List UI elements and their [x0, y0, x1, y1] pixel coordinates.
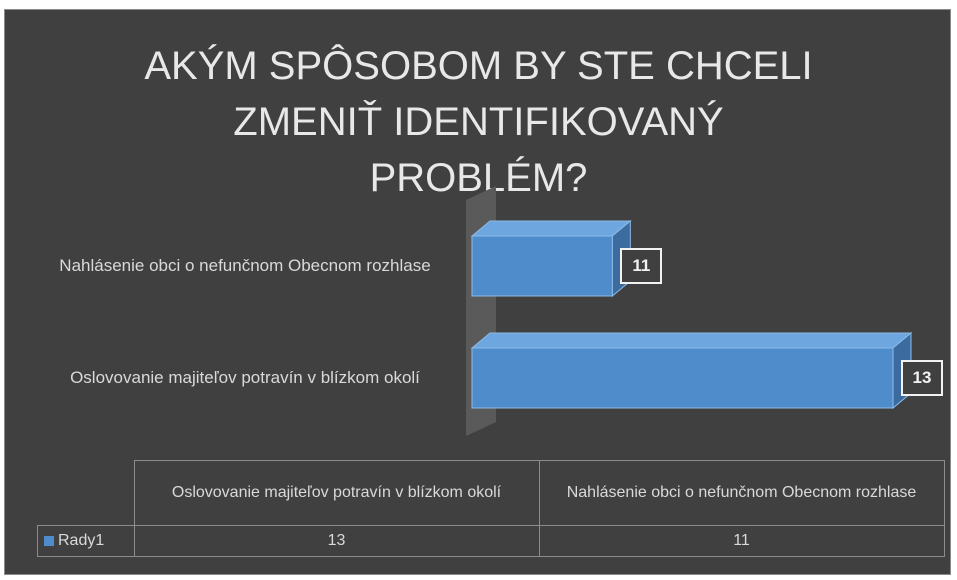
category-label: Nahlásenie obci o nefunčnom Obecnom rozh… — [59, 256, 431, 275]
table-series: Rady1 — [37, 525, 135, 557]
value-label: 11 — [620, 248, 663, 284]
bar — [470, 331, 913, 410]
table-corner — [37, 460, 135, 526]
table-value: 11 — [538, 525, 945, 557]
legend-key — [44, 535, 54, 546]
category-label: Oslovovanie majiteľov potravín v blízkom… — [70, 368, 420, 387]
bar-top — [470, 332, 913, 349]
series-name: Rady1 — [58, 532, 105, 549]
chart-title: AKÝM SPÔSOBOM BY STE CHCELI ZMENIŤ IDENT… — [144, 44, 813, 200]
table-header: Nahlásenie obci o nefunčnom Obecnom rozh… — [538, 460, 945, 526]
data-table: Oslovovanie majiteľov potravín v blízkom… — [37, 460, 945, 557]
bar-front — [471, 235, 613, 297]
bar-top — [470, 220, 632, 237]
table-header: Oslovovanie majiteľov potravín v blízkom… — [133, 460, 540, 526]
table-value: 13 — [133, 525, 540, 557]
value-label: 13 — [901, 360, 943, 396]
bar-front — [471, 347, 894, 409]
bar — [470, 219, 632, 298]
